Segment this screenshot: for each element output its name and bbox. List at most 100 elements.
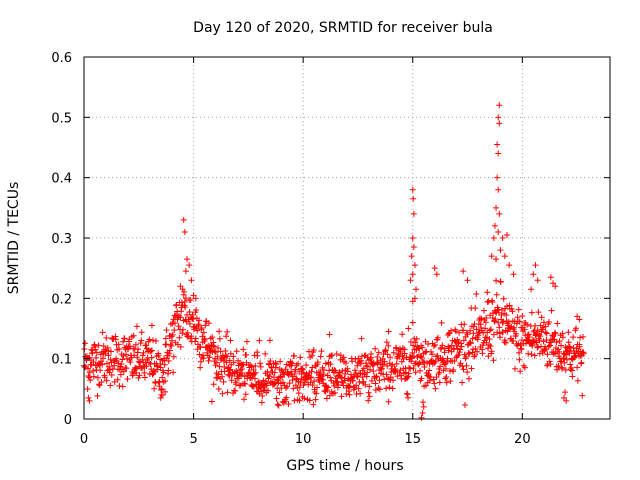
data-point <box>394 373 401 380</box>
data-point <box>188 333 195 340</box>
data-point <box>479 350 486 357</box>
data-point <box>390 377 397 384</box>
data-point <box>426 367 433 374</box>
data-point <box>441 345 448 352</box>
data-point <box>412 339 419 346</box>
data-point <box>198 325 205 332</box>
data-point <box>489 299 496 306</box>
y-tick-labels: 0 0.1 0.2 0.3 0.4 0.5 0.6 <box>51 51 72 428</box>
data-point <box>566 344 573 351</box>
data-point <box>547 361 554 368</box>
data-point <box>573 325 580 332</box>
data-point <box>390 349 397 356</box>
data-point <box>396 345 403 352</box>
data-point <box>215 344 222 351</box>
data-point <box>430 342 437 349</box>
data-point <box>314 384 321 391</box>
data-point <box>233 348 240 355</box>
data-point <box>358 335 365 342</box>
data-point <box>385 328 392 335</box>
data-point <box>290 385 297 392</box>
data-point <box>534 344 541 351</box>
data-point <box>310 347 317 354</box>
data-point <box>467 340 474 347</box>
data-point <box>432 341 439 348</box>
data-point <box>186 262 193 269</box>
data-point <box>499 235 506 241</box>
data-point <box>478 315 485 322</box>
data-point <box>236 371 243 378</box>
data-point <box>114 376 121 383</box>
data-point <box>490 357 497 364</box>
data-point <box>331 367 338 374</box>
data-point <box>410 342 417 349</box>
data-point <box>130 332 137 339</box>
data-point <box>518 337 525 344</box>
data-point <box>418 414 425 421</box>
data-point <box>372 380 379 387</box>
data-point <box>208 398 215 405</box>
data-point <box>98 358 105 365</box>
data-point <box>370 368 377 375</box>
y-tick-label: 0.5 <box>51 111 72 126</box>
data-point <box>313 390 320 397</box>
data-point <box>323 395 330 402</box>
data-point <box>568 364 575 371</box>
data-point <box>396 369 403 376</box>
data-point <box>251 375 258 382</box>
data-point <box>482 334 489 341</box>
data-point <box>163 341 170 348</box>
data-point <box>578 359 585 366</box>
data-point <box>119 383 126 390</box>
data-point <box>568 355 575 362</box>
data-point <box>472 305 479 312</box>
data-point <box>210 339 217 346</box>
data-point <box>240 396 247 403</box>
data-point <box>206 354 213 361</box>
data-point <box>321 387 328 394</box>
data-point <box>551 329 558 336</box>
data-point <box>517 368 524 375</box>
data-point <box>304 375 311 382</box>
data-point <box>559 365 566 372</box>
data-point <box>563 397 570 404</box>
data-point <box>411 262 418 269</box>
data-point <box>431 265 438 272</box>
data-point <box>287 359 294 366</box>
data-point <box>223 353 230 360</box>
data-point <box>196 317 203 324</box>
data-point <box>365 389 372 396</box>
data-point <box>331 389 338 396</box>
data-point <box>473 290 480 297</box>
data-point <box>365 397 372 404</box>
data-point <box>363 362 370 369</box>
data-point <box>542 329 549 336</box>
data-point <box>490 235 497 241</box>
data-point <box>177 283 184 290</box>
data-point <box>464 369 471 376</box>
data-point <box>258 388 265 395</box>
data-point <box>94 374 101 381</box>
data-point <box>521 364 528 371</box>
data-point <box>121 335 128 342</box>
data-point <box>85 365 92 372</box>
data-point <box>473 326 480 333</box>
data-point <box>376 377 383 384</box>
data-point <box>426 377 433 384</box>
data-point <box>124 355 131 362</box>
data-point <box>418 354 425 361</box>
data-point <box>181 228 188 235</box>
data-point <box>485 298 492 305</box>
data-point <box>296 384 303 391</box>
data-point <box>295 360 302 367</box>
data-point <box>184 256 191 263</box>
data-point <box>235 375 242 382</box>
data-point <box>180 216 187 223</box>
data-point <box>344 368 351 375</box>
data-point <box>177 314 184 321</box>
data-point <box>86 397 93 404</box>
data-point <box>386 384 393 391</box>
data-point <box>223 333 230 340</box>
data-point <box>574 313 581 320</box>
data-point <box>411 295 418 302</box>
